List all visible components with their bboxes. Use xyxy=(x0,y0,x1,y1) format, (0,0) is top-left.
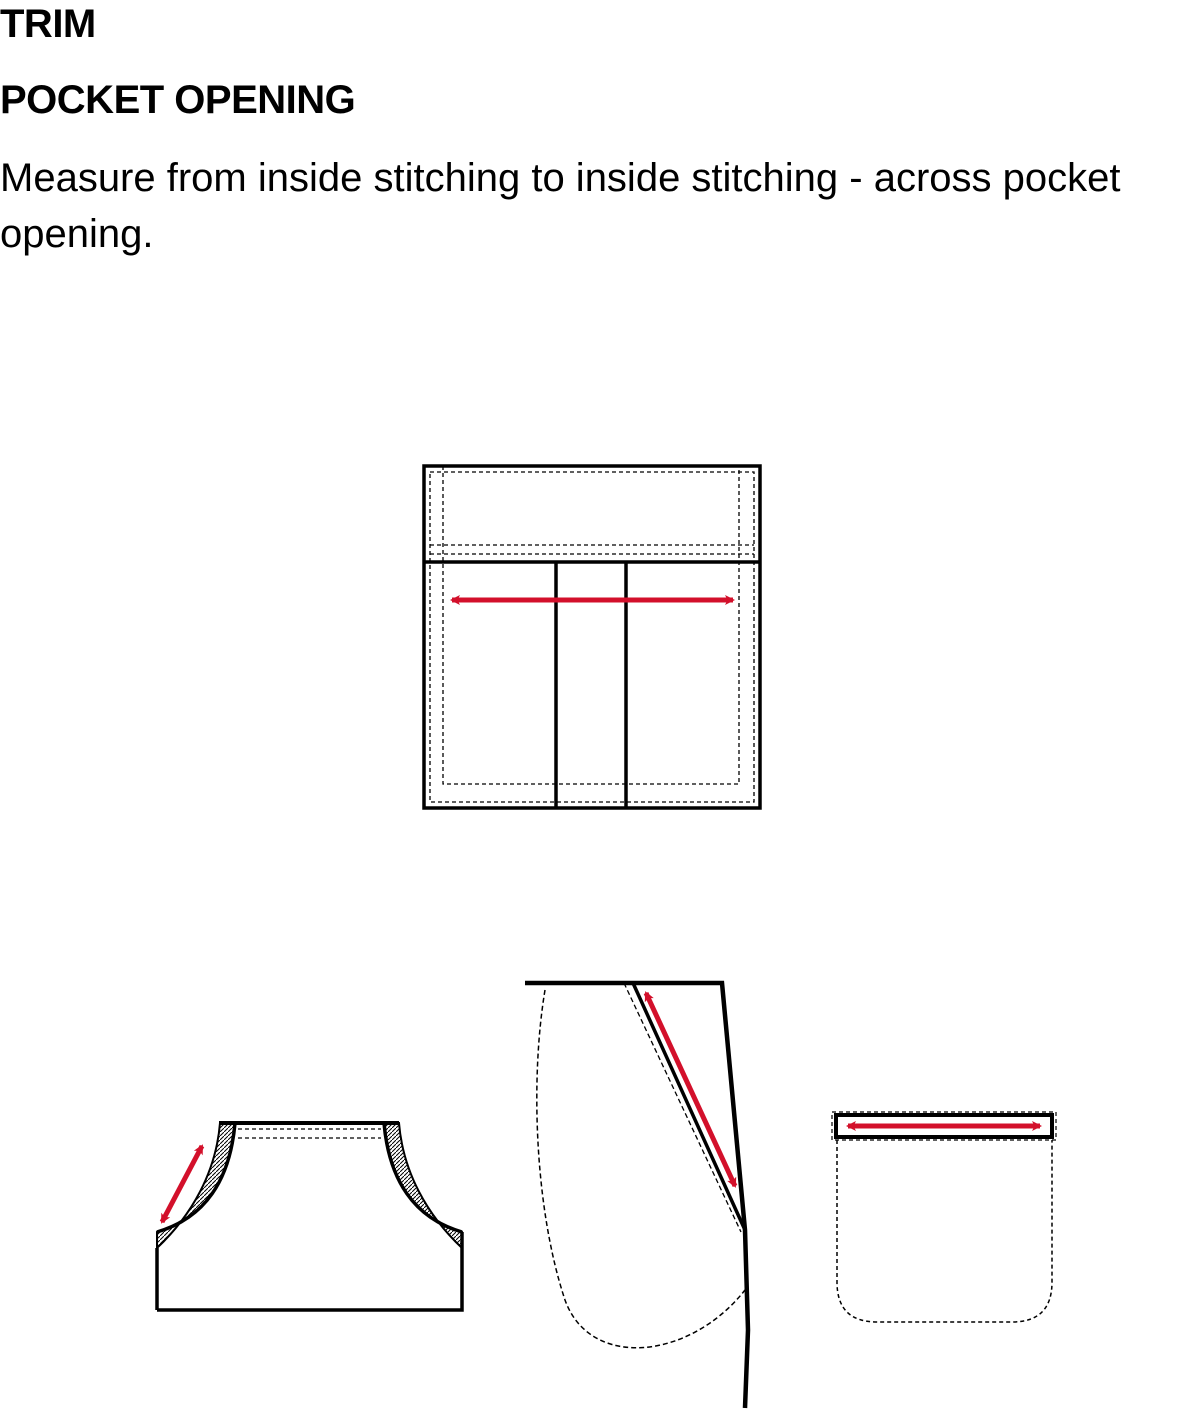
measure-arrow xyxy=(643,991,738,1188)
front-pockets-figure xyxy=(155,1121,464,1312)
welt-pocket-figure xyxy=(831,1111,1057,1323)
patch-pocket-figure xyxy=(422,464,762,810)
section-subtitle: POCKET OPENING xyxy=(0,78,356,122)
side-pocket-figure xyxy=(525,980,751,1409)
section-title: TRIM xyxy=(0,2,96,46)
measurement-instruction: Measure from inside stitching to inside … xyxy=(0,156,1121,256)
measure-arrow xyxy=(159,1144,205,1224)
